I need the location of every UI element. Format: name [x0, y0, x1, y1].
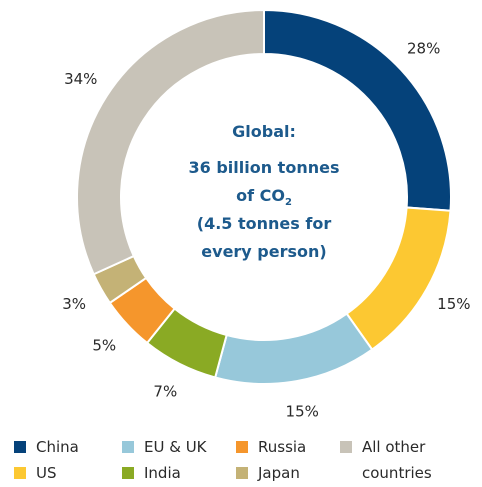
center-line-4: (4.5 tonnes for [197, 214, 332, 233]
legend-item-india: India [122, 464, 181, 482]
label-india: 7% [153, 382, 177, 400]
legend-swatch-all-other [340, 441, 352, 453]
legend-label-russia: Russia [258, 438, 307, 456]
legend-label-all-other-line1: All other [362, 438, 426, 456]
donut-slices [76, 8, 452, 385]
legend-swatch-china [14, 441, 26, 453]
legend: China US EU & UK India Russia Japan All … [14, 438, 474, 484]
legend-label-us: US [36, 464, 57, 482]
legend-label-india: India [144, 464, 181, 482]
center-line-2: 36 billion tonnes [189, 158, 340, 177]
legend-label-all-other-line2: countries [362, 464, 432, 482]
legend-item-eu-uk: EU & UK [122, 438, 207, 456]
center-line-3-main: of CO [236, 186, 285, 205]
percent-labels: 28% 15% 15% 7% 5% 3% 34% [62, 40, 470, 421]
slice-eu-uk [213, 312, 374, 385]
label-russia: 5% [92, 336, 116, 354]
slice-us [345, 206, 452, 351]
legend-swatch-us [14, 467, 26, 479]
center-line-1: Global: [232, 122, 296, 141]
center-line-5: every person) [201, 242, 326, 261]
center-line-3-subscript: 2 [285, 197, 292, 208]
legend-label-china: China [36, 438, 79, 456]
label-all-other: 34% [64, 70, 97, 88]
legend-item-china: China [14, 438, 79, 456]
legend-swatch-russia [236, 441, 248, 453]
legend-item-japan: Japan [236, 464, 300, 482]
legend-item-all-other: All other [340, 438, 425, 456]
legend-label-eu-uk: EU & UK [144, 438, 207, 456]
legend-label-japan: Japan [258, 464, 300, 482]
label-japan: 3% [62, 295, 86, 313]
center-line-3: of CO2 [236, 186, 292, 208]
label-china: 28% [407, 40, 440, 58]
label-us: 15% [437, 295, 470, 313]
center-caption: Global: 36 billion tonnes of CO2 (4.5 to… [189, 122, 340, 261]
legend-item-us: US [14, 464, 57, 482]
legend-swatch-india [122, 467, 134, 479]
legend-item-russia: Russia [236, 438, 306, 456]
legend-swatch-japan [236, 467, 248, 479]
label-eu-uk: 15% [286, 403, 319, 421]
donut-chart: 28% 15% 15% 7% 5% 3% 34% Global: 36 billion to… [62, 8, 471, 421]
slice-all-other [76, 8, 265, 276]
legend-swatch-eu-uk [122, 441, 134, 453]
